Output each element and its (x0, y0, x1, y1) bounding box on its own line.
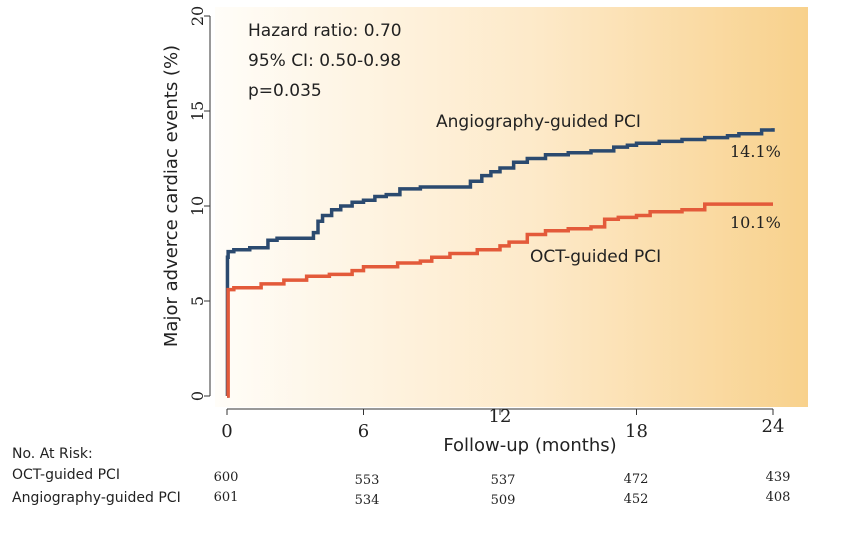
risk-value-oct: 537 (490, 473, 516, 488)
y-tick-label: 15 (188, 101, 207, 121)
end-label-angiography: 14.1% (730, 142, 781, 161)
y-tick-label: 10 (188, 196, 207, 216)
risk-value-angiography: 534 (354, 493, 380, 508)
risk-value-angiography: 408 (765, 490, 791, 505)
y-axis-label: Major adverce cardiac events (%) (161, 45, 182, 347)
p-value-annotation: p=0.035 (248, 81, 322, 101)
x-tick-label: 6 (358, 421, 369, 442)
risk-value-oct: 600 (213, 470, 239, 485)
risk-value-angiography: 452 (623, 492, 649, 507)
y-tick-label: 20 (188, 6, 207, 26)
confidence-interval-annotation: 95% CI: 0.50-0.98 (248, 51, 401, 71)
x-tick-label: 24 (762, 416, 785, 437)
series-line-oct (226, 202, 773, 398)
series-label-angiography: Angiography-guided PCI (436, 112, 641, 132)
risk-row-label-angiography: Angiography-guided PCI (12, 490, 181, 506)
x-tick-label: 12 (489, 406, 512, 427)
series-line-angiography (225, 128, 775, 398)
x-tick-label: 18 (625, 421, 648, 442)
risk-value-angiography: 509 (490, 493, 516, 508)
y-tick-label: 5 (188, 296, 207, 306)
risk-value-oct: 553 (354, 473, 380, 488)
series-label-oct: OCT-guided PCI (530, 247, 661, 267)
x-tick-label: 0 (221, 421, 232, 442)
x-axis-label: Follow-up (months) (443, 435, 616, 456)
plot-background (215, 7, 808, 407)
risk-value-oct: 472 (623, 472, 649, 487)
end-label-oct: 10.1% (730, 213, 781, 232)
hazard-ratio-annotation: Hazard ratio: 0.70 (248, 21, 402, 41)
risk-table-title: No. At Risk: (12, 446, 93, 462)
y-tick-label: 0 (188, 391, 207, 401)
risk-row-label-oct: OCT-guided PCI (12, 467, 120, 483)
risk-value-oct: 439 (765, 470, 791, 485)
risk-value-angiography: 601 (213, 490, 239, 505)
